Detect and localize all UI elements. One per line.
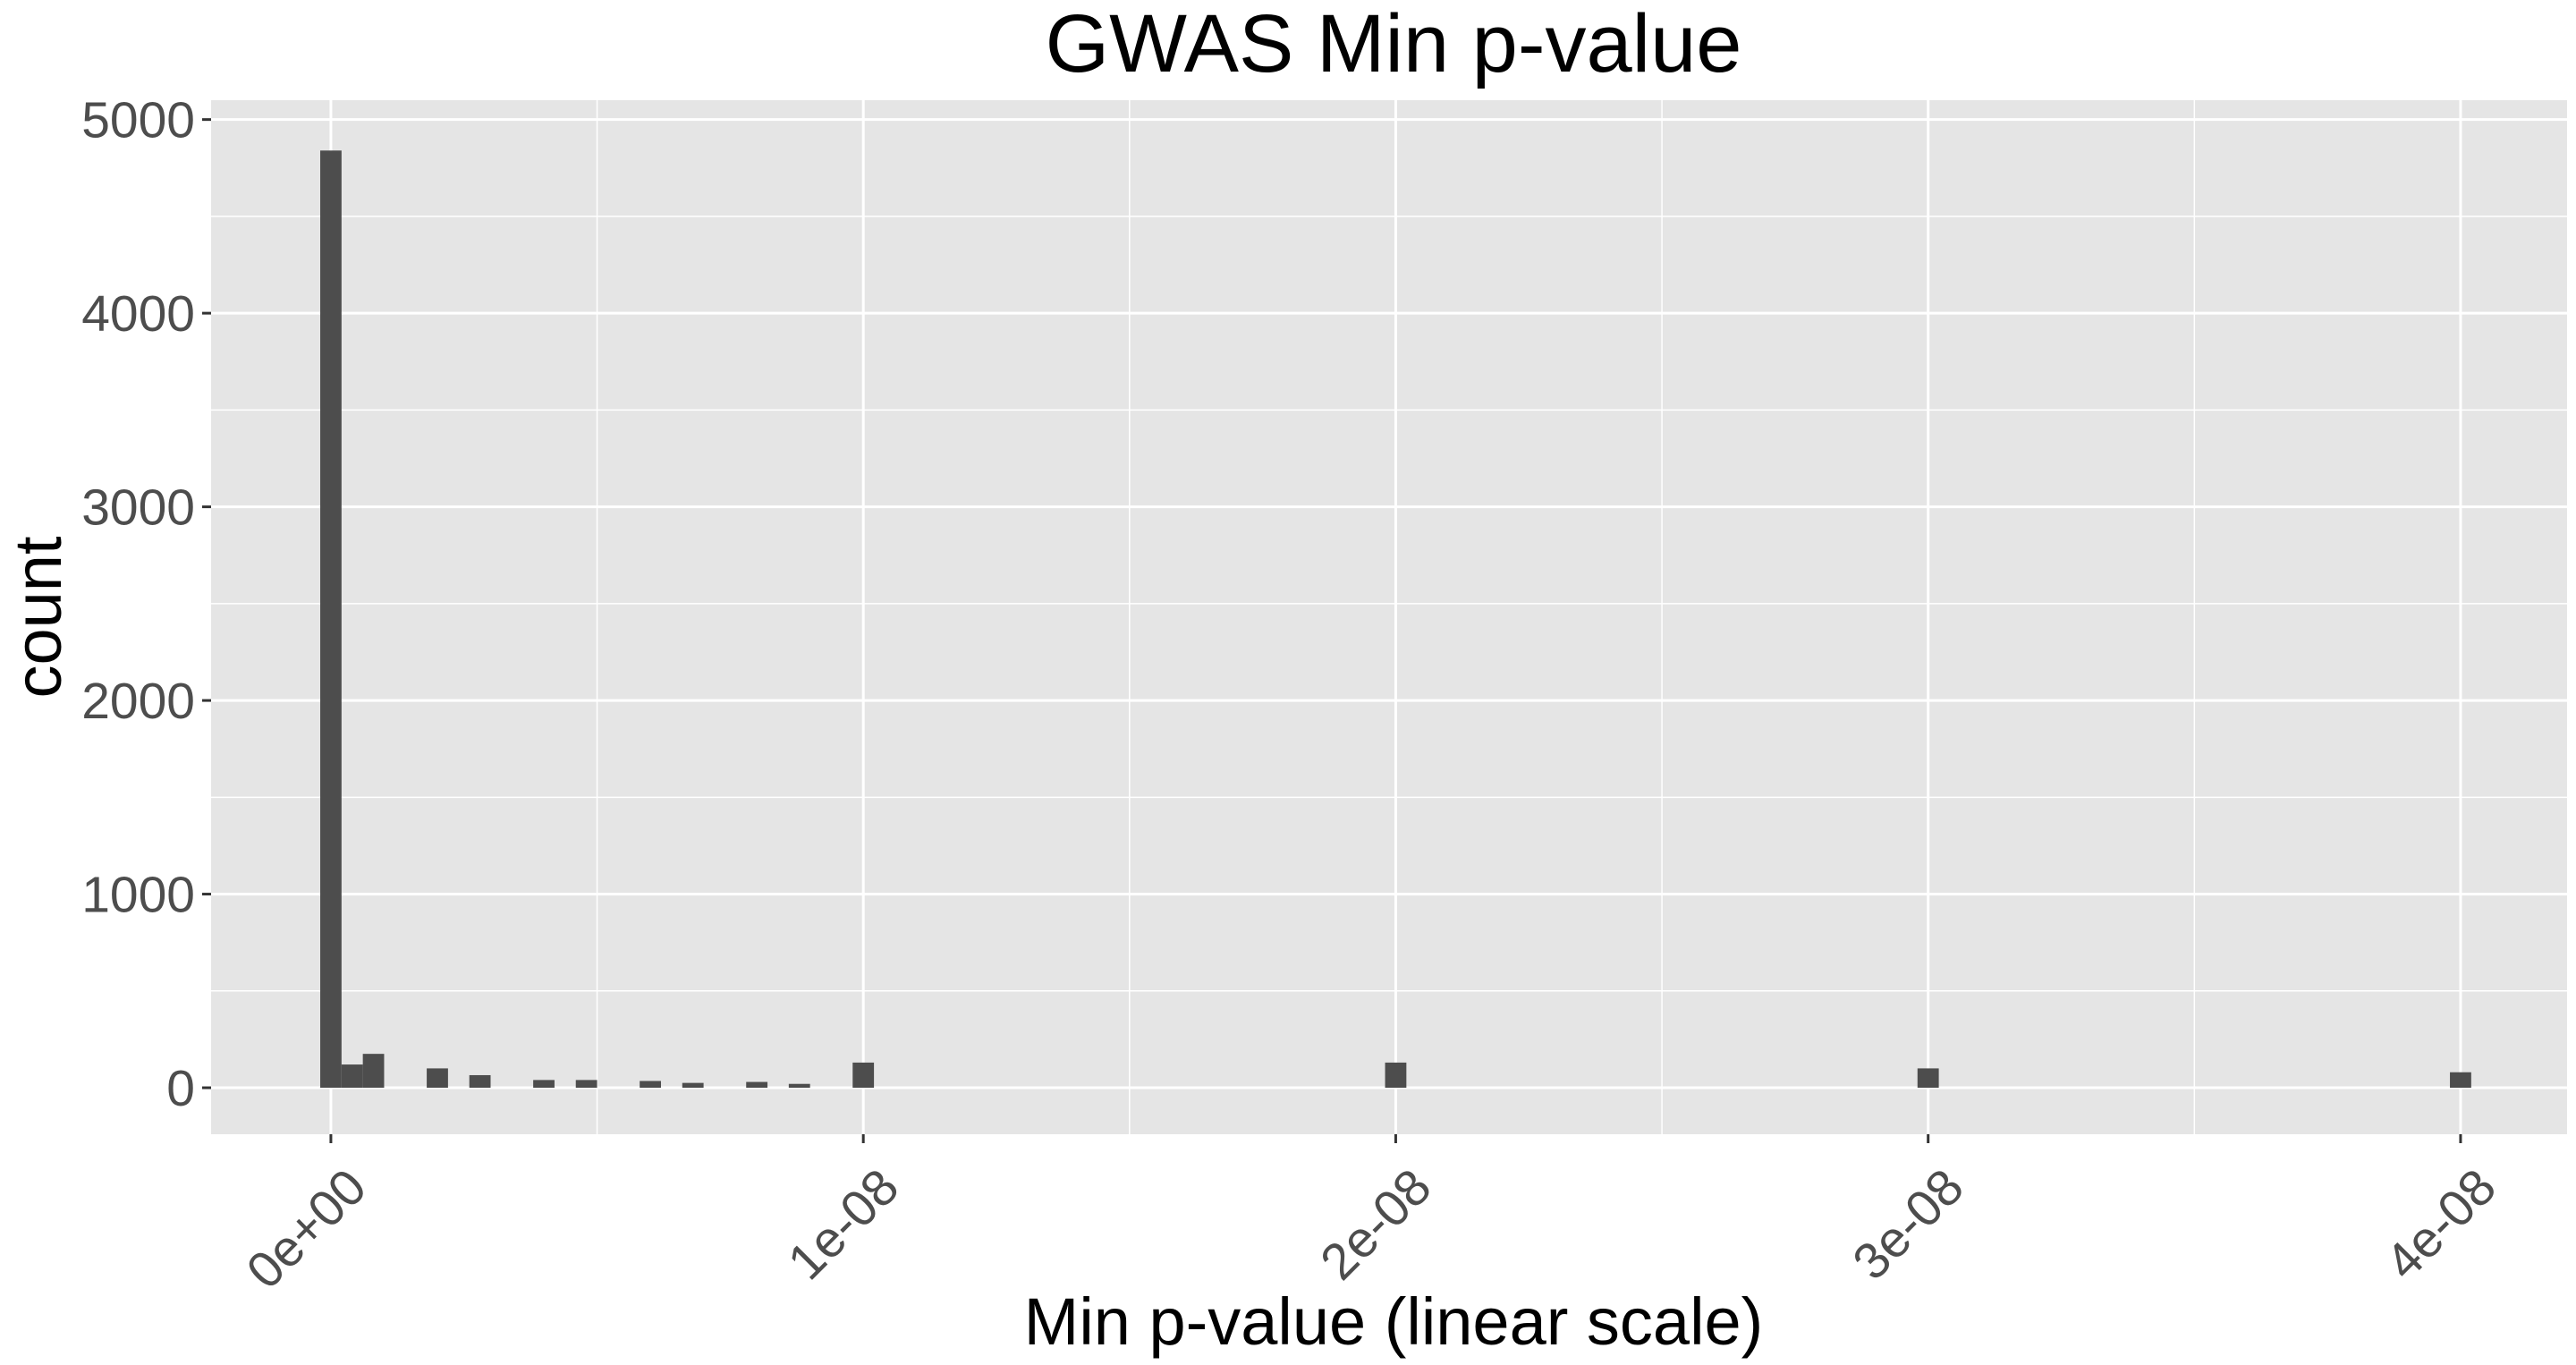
histogram-bar [427,1068,448,1089]
y-axis: 0 1000 2000 3000 4000 5000 [81,92,211,1117]
y-tick-label: 3000 [81,479,195,537]
grid-minor [211,100,2567,1134]
histogram-bar [469,1074,491,1089]
y-tick-label: 1000 [81,867,195,924]
histogram-bar [1917,1068,1939,1089]
y-tick-label: 5000 [81,92,195,149]
histogram-bar [682,1082,704,1089]
histogram-bar [575,1080,597,1089]
y-tick-label: 4000 [81,285,195,343]
histogram-bar [852,1062,875,1089]
plot-panel [211,100,2567,1134]
bars [320,150,2471,1089]
histogram-bar [788,1083,810,1089]
histogram-bar [746,1081,768,1089]
histogram-bar [320,150,342,1089]
y-tick-label: 2000 [81,673,195,730]
histogram-bar [2450,1072,2471,1089]
x-axis-title: Min p-value (linear scale) [1024,1284,1764,1359]
histogram-bar [362,1054,385,1089]
histogram-bar [1385,1062,1407,1089]
histogram-bar [341,1064,363,1089]
y-tick-label: 0 [166,1060,195,1117]
y-axis-title: count [1,536,75,698]
histogram-bar [533,1080,555,1089]
chart-title: GWAS Min p-value [1046,0,1742,89]
histogram-bar [640,1081,661,1089]
